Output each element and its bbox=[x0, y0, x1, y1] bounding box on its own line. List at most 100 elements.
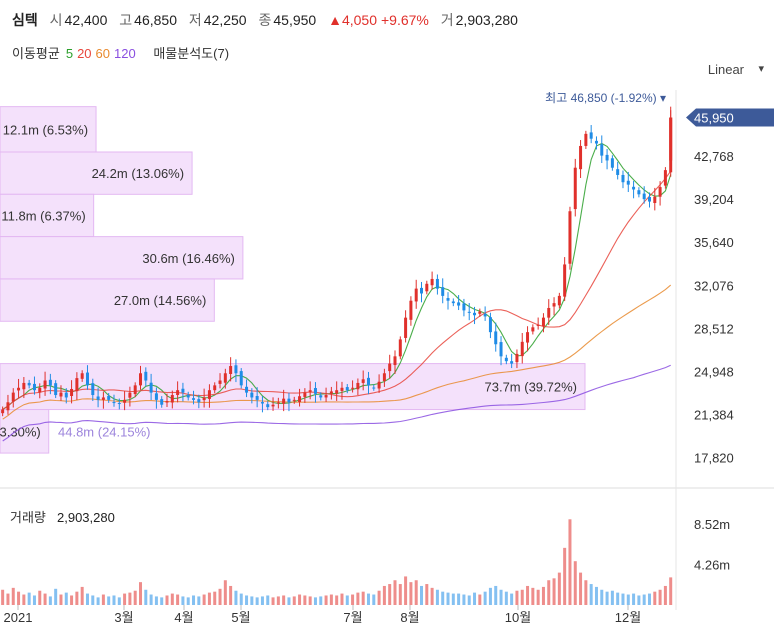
candle bbox=[96, 396, 100, 400]
volume-bar bbox=[536, 589, 540, 605]
profile-bar bbox=[0, 409, 50, 454]
candle bbox=[663, 170, 667, 186]
volume-bar bbox=[441, 591, 445, 605]
volume-bar bbox=[298, 594, 302, 605]
candle bbox=[144, 371, 148, 381]
profile-bar bbox=[0, 106, 97, 153]
volume-bar bbox=[75, 591, 79, 605]
candle bbox=[473, 312, 477, 316]
candle bbox=[128, 392, 132, 398]
volume-bar bbox=[70, 595, 74, 605]
volume-bar bbox=[594, 586, 598, 605]
profile-bar bbox=[0, 193, 95, 238]
volume-bar bbox=[170, 593, 174, 605]
ma-line-120 bbox=[2, 364, 671, 442]
profile-label: 27.0m (14.56%) bbox=[114, 293, 207, 308]
candle bbox=[451, 301, 455, 304]
candle bbox=[139, 373, 143, 386]
volume-bar bbox=[160, 597, 164, 605]
candle bbox=[234, 365, 238, 374]
volume-bar bbox=[663, 585, 667, 605]
volume-bar bbox=[589, 584, 593, 605]
candle bbox=[149, 382, 153, 393]
volume-bar bbox=[207, 592, 211, 605]
candle bbox=[647, 196, 651, 202]
candle bbox=[160, 399, 164, 405]
volume-bar bbox=[435, 589, 439, 605]
volume-bar bbox=[245, 595, 249, 605]
volume-profile-label[interactable]: 매물분석도(7) bbox=[153, 46, 230, 61]
volume-tick-label: 4.26m bbox=[694, 557, 730, 572]
candle bbox=[239, 371, 243, 386]
candle bbox=[526, 332, 530, 343]
volume-bar bbox=[388, 584, 392, 605]
candle bbox=[594, 140, 598, 144]
candle bbox=[446, 298, 450, 301]
volume-bar bbox=[600, 589, 604, 605]
x-tick-label: 3월 bbox=[114, 610, 133, 625]
candle bbox=[573, 167, 577, 210]
candle bbox=[85, 372, 89, 386]
close-label: 종 bbox=[258, 12, 272, 28]
volume-bar bbox=[213, 591, 217, 605]
volume-bar bbox=[324, 595, 328, 605]
volume-bar bbox=[351, 594, 355, 605]
volume-bar bbox=[22, 594, 26, 605]
volume-bar bbox=[133, 590, 137, 605]
volume-bar bbox=[271, 597, 275, 605]
volume-bar bbox=[192, 595, 196, 605]
candle bbox=[372, 387, 376, 389]
volume-bar bbox=[107, 596, 111, 605]
candle bbox=[345, 387, 349, 391]
candle bbox=[170, 395, 174, 403]
profile-bar bbox=[0, 236, 244, 280]
volume-bar bbox=[642, 594, 646, 605]
volume-bar bbox=[658, 589, 662, 605]
candle bbox=[563, 264, 567, 297]
volume-bar bbox=[181, 596, 185, 605]
x-tick-label: 12월 bbox=[615, 610, 641, 625]
open-label: 시 bbox=[49, 12, 63, 28]
high-value: 46,850 bbox=[134, 12, 177, 28]
volume-bar bbox=[361, 591, 365, 605]
candle bbox=[340, 387, 344, 391]
volume-bar bbox=[329, 594, 333, 605]
scale-mode-selector[interactable]: Linear bbox=[707, 62, 744, 77]
profile-label: 12.1m (6.53%) bbox=[3, 122, 88, 137]
volume-bar bbox=[499, 589, 503, 605]
volume-bar bbox=[467, 595, 471, 605]
volume-bar bbox=[287, 597, 291, 605]
candle bbox=[154, 393, 158, 400]
volume-bar bbox=[610, 590, 614, 605]
volume-bar bbox=[510, 593, 514, 605]
candle bbox=[435, 278, 439, 289]
candle bbox=[292, 399, 296, 401]
volume-bar bbox=[202, 594, 206, 605]
volume-bar bbox=[579, 572, 583, 605]
volume-bar bbox=[494, 585, 498, 605]
candle bbox=[393, 356, 397, 366]
volume-bar bbox=[621, 593, 625, 605]
volume-bar bbox=[616, 592, 620, 605]
volume-bar bbox=[276, 596, 280, 605]
volume-bar bbox=[128, 592, 132, 605]
candle bbox=[536, 324, 540, 326]
close-value: 45,950 bbox=[273, 12, 317, 28]
candle bbox=[202, 397, 206, 401]
candle bbox=[414, 288, 418, 302]
candle bbox=[80, 373, 84, 379]
volume-bar bbox=[478, 594, 482, 605]
candle bbox=[632, 186, 636, 190]
volume-bar bbox=[197, 596, 201, 605]
candle bbox=[377, 381, 381, 389]
volume-panel-label: 거래량 bbox=[10, 510, 46, 525]
x-tick-label: 8월 bbox=[400, 610, 419, 625]
candle bbox=[329, 391, 333, 394]
candle bbox=[176, 390, 180, 396]
volume-bar bbox=[404, 576, 408, 605]
volume-bar bbox=[32, 595, 36, 605]
moving-average-label[interactable]: 이동평균 bbox=[12, 46, 60, 61]
chevron-down-icon[interactable]: ▾ bbox=[758, 63, 764, 75]
candle bbox=[59, 392, 63, 397]
